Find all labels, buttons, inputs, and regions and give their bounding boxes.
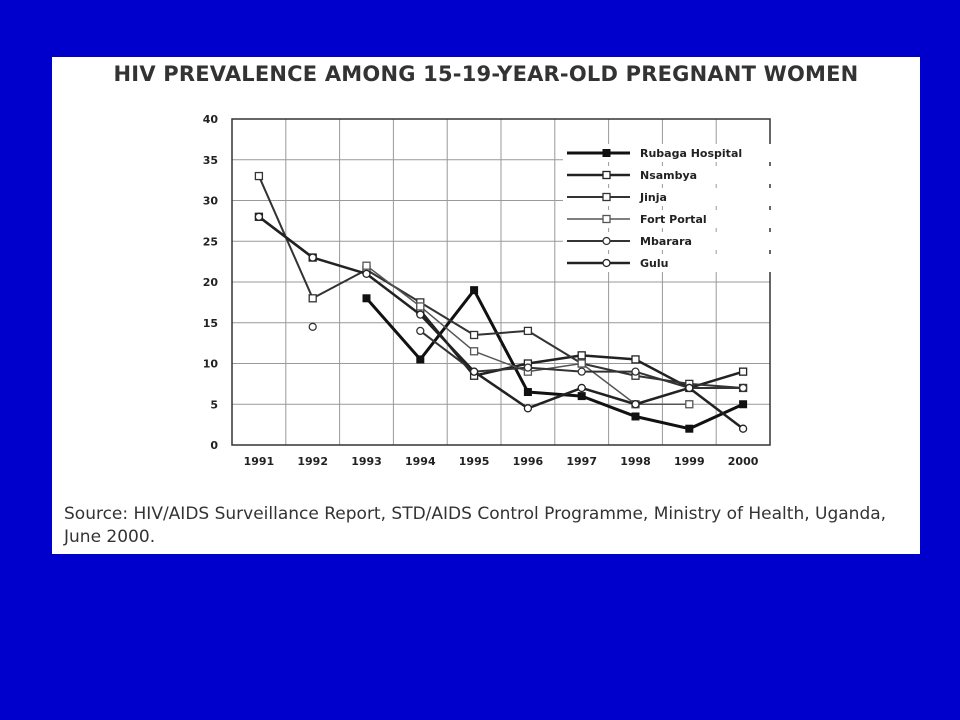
series-line xyxy=(258,215,744,430)
data-point xyxy=(416,326,425,336)
data-point xyxy=(631,367,640,376)
legend-item-bg xyxy=(563,232,788,250)
legend-label: Gulu xyxy=(640,257,668,270)
data-point xyxy=(308,322,317,331)
data-point xyxy=(362,261,371,270)
y-tick-label: 40 xyxy=(203,113,219,126)
plot-frame xyxy=(231,118,771,446)
legend-label: Jinja xyxy=(639,191,667,204)
legend-item: Fort Portal xyxy=(563,210,788,228)
legend-item-bg xyxy=(563,144,788,162)
data-point xyxy=(523,388,532,397)
series-lines xyxy=(254,171,748,433)
grid xyxy=(232,119,770,445)
data-point xyxy=(523,363,533,372)
legend-item: Mbarara xyxy=(563,232,788,250)
data-point xyxy=(577,359,586,368)
legend-item: Gulu xyxy=(563,254,788,272)
source-note: Source: HIV/AIDS Surveillance Report, ST… xyxy=(64,504,887,547)
y-tick-label: 20 xyxy=(203,276,219,289)
y-tick-label: 0 xyxy=(210,439,218,452)
y-tick-label: 35 xyxy=(203,154,218,167)
data-point xyxy=(739,400,748,409)
y-tick-label: 30 xyxy=(203,195,219,208)
data-point xyxy=(602,214,611,224)
data-point xyxy=(631,412,640,421)
legend-item: Rubaga Hospital xyxy=(563,144,788,162)
data-point xyxy=(602,258,611,268)
chart-panel: HIV PREVALENCE AMONG 15-19-YEAR-OLD PREG… xyxy=(52,57,920,554)
data-point xyxy=(254,171,264,181)
series-line xyxy=(365,288,744,431)
legend-item-bg xyxy=(563,166,788,184)
data-point xyxy=(416,302,425,311)
y-tick-label: 15 xyxy=(203,317,218,330)
series-gulu xyxy=(254,212,748,433)
legend-item-bg xyxy=(563,188,788,206)
data-point xyxy=(738,424,748,433)
legend-item-bg xyxy=(563,210,788,228)
data-point xyxy=(685,400,694,409)
data-point xyxy=(631,400,640,409)
data-point xyxy=(738,383,748,393)
data-point xyxy=(469,347,479,356)
data-point xyxy=(362,294,371,303)
series-rubaga-hospital xyxy=(362,286,748,433)
data-point xyxy=(416,310,425,319)
x-tick-label: 1991 xyxy=(244,455,275,468)
data-point xyxy=(362,269,371,279)
data-point xyxy=(469,367,479,376)
x-tick-label: 1993 xyxy=(351,455,382,468)
data-point xyxy=(602,236,611,246)
data-point xyxy=(738,367,748,376)
legend-item-bg xyxy=(563,254,788,272)
data-point xyxy=(254,212,264,221)
legend-label: Nsambya xyxy=(640,169,697,182)
data-point xyxy=(577,367,586,376)
axes: 0 5 10 15 20 25 30 35 40 1991 1992 1993 1994 1995 1996… xyxy=(203,113,771,468)
data-point xyxy=(577,392,586,401)
series-line xyxy=(419,309,744,390)
data-point xyxy=(308,253,317,262)
x-tick-label: 1996 xyxy=(513,455,544,468)
legend-label: Rubaga Hospital xyxy=(640,147,742,160)
data-point xyxy=(577,351,586,360)
y-tick-label: 25 xyxy=(203,235,218,248)
chart-title: HIV PREVALENCE AMONG 15-19-YEAR-OLD PREG… xyxy=(113,62,859,86)
data-point xyxy=(577,383,586,393)
x-tick-label: 1995 xyxy=(459,455,490,468)
line-chart: 0 5 10 15 20 25 30 35 40 1991 1992 1993 1994 1995 1996… xyxy=(203,113,788,468)
data-point xyxy=(308,294,317,303)
legend-item: Nsambya xyxy=(563,166,788,184)
data-point xyxy=(631,355,640,364)
legend-item: Jinja xyxy=(563,188,788,206)
x-tick-label: 2000 xyxy=(728,455,759,468)
x-tick-label: 1992 xyxy=(297,455,328,468)
data-point xyxy=(685,383,694,393)
data-point xyxy=(523,326,533,336)
data-point xyxy=(470,286,479,295)
x-tick-label: 1999 xyxy=(674,455,705,468)
data-point xyxy=(685,424,694,433)
y-tick-label: 10 xyxy=(203,358,219,371)
data-point xyxy=(602,149,611,157)
data-point xyxy=(469,330,479,340)
x-tick-label: 1994 xyxy=(405,455,436,468)
x-tick-label: 1997 xyxy=(566,455,597,468)
data-point xyxy=(602,192,611,202)
legend-label: Fort Portal xyxy=(640,213,707,226)
legend-label: Mbarara xyxy=(640,235,692,248)
data-point xyxy=(523,404,533,413)
data-point xyxy=(416,355,425,364)
x-tick-label: 1998 xyxy=(620,455,651,468)
y-tick-label: 5 xyxy=(210,398,218,411)
legend: Rubaga Hospital Nsambya Jinja Fort Portal Mb… xyxy=(563,144,788,272)
data-point xyxy=(602,170,611,180)
